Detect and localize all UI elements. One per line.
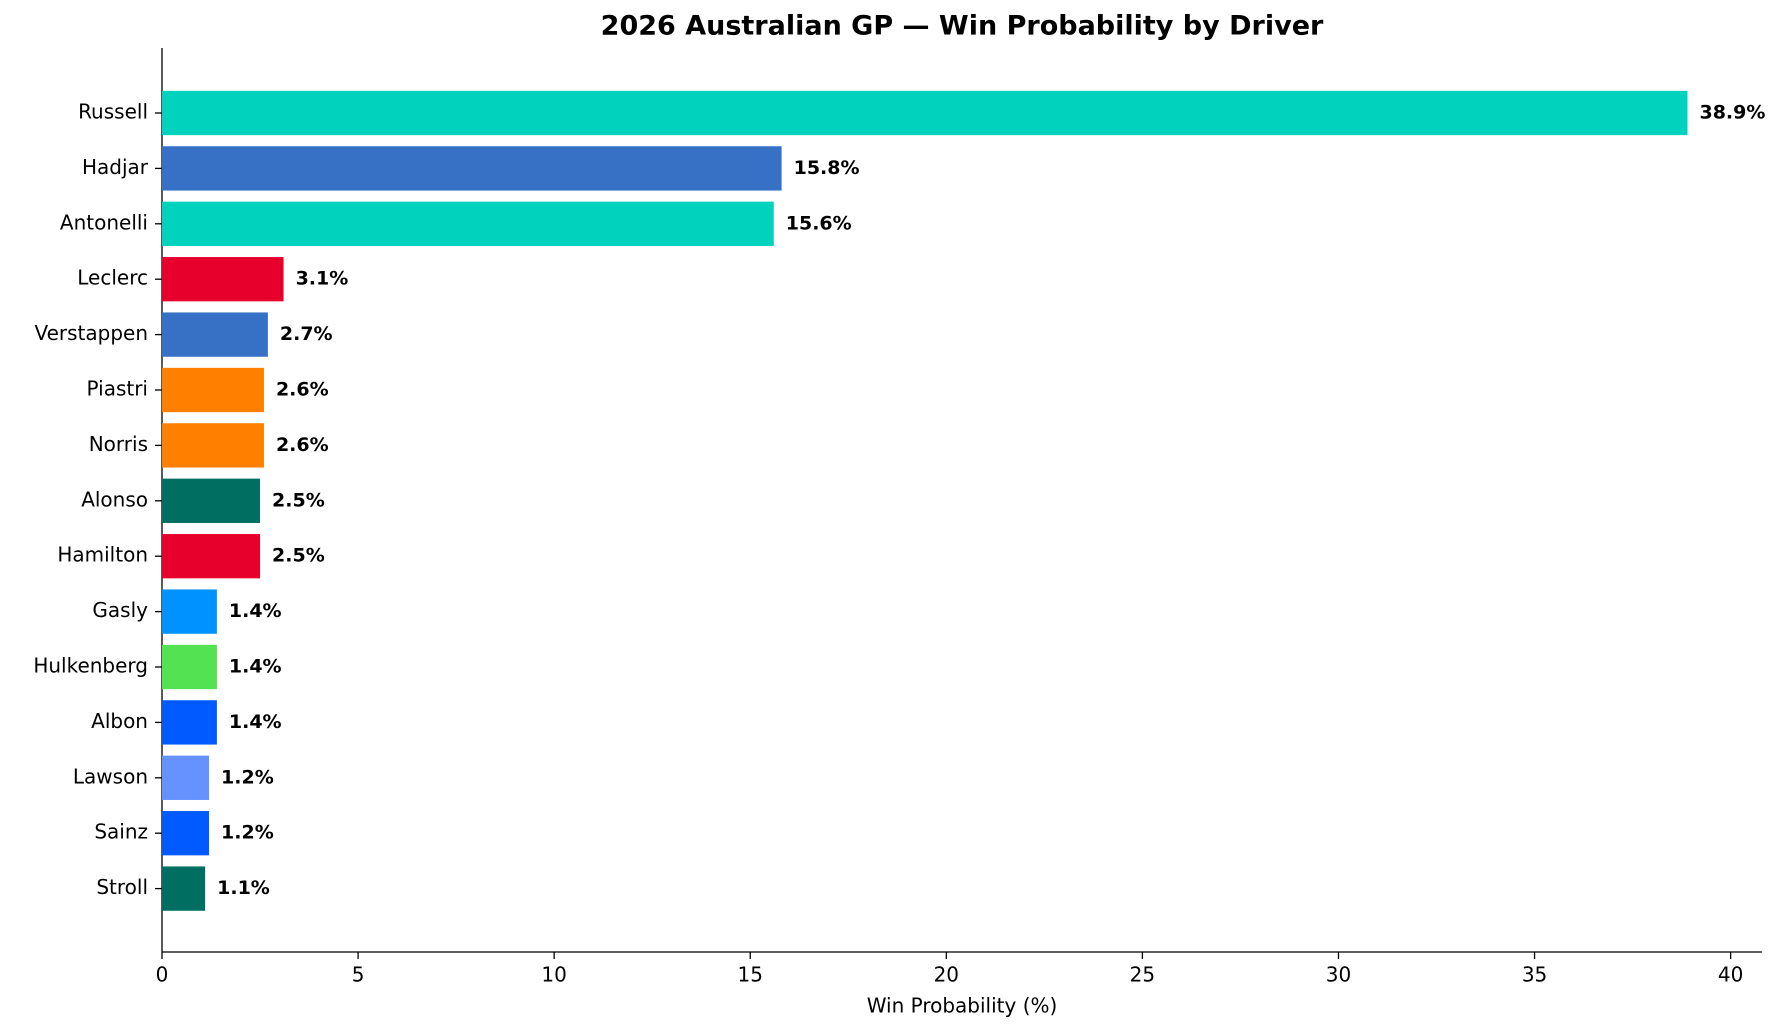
bar [162, 589, 217, 634]
value-label: 15.6% [786, 212, 852, 234]
value-label: 1.4% [229, 600, 282, 622]
x-tick-label: 35 [1522, 963, 1547, 987]
bar [162, 755, 210, 800]
y-tick-label: Verstappen [34, 321, 148, 345]
bar [162, 866, 206, 911]
x-tick-label: 20 [934, 963, 959, 987]
y-tick-label: Leclerc [77, 266, 148, 290]
value-label: 2.6% [276, 379, 329, 401]
x-tick-label: 25 [1130, 963, 1155, 987]
bar [162, 423, 264, 468]
bar [162, 90, 1688, 136]
y-tick-label: Hadjar [82, 155, 149, 179]
chart-title: 2026 Australian GP — Win Probability by … [601, 11, 1324, 42]
y-tick-label: Alonso [81, 487, 148, 511]
y-tick-label: Gasly [92, 598, 148, 622]
y-tick-label: Stroll [96, 875, 148, 899]
bar [162, 367, 264, 413]
value-label: 1.2% [221, 822, 274, 844]
y-tick-label: Albon [91, 709, 148, 733]
value-label: 2.5% [272, 545, 325, 567]
bar [162, 534, 261, 579]
bar [162, 257, 284, 302]
bar [162, 478, 261, 523]
value-label: 2.6% [276, 434, 329, 456]
value-label: 1.1% [217, 877, 270, 899]
bar [162, 201, 774, 246]
value-label: 2.5% [272, 489, 325, 511]
bar [162, 644, 217, 690]
y-tick-label: Antonelli [60, 210, 148, 234]
x-tick-label: 0 [156, 963, 169, 987]
bar [162, 312, 268, 357]
value-label: 1.2% [221, 766, 274, 788]
value-label: 2.7% [280, 323, 333, 345]
x-tick-label: 30 [1326, 963, 1351, 987]
value-label: 38.9% [1699, 102, 1765, 124]
value-label: 1.4% [229, 656, 282, 678]
value-label: 3.1% [296, 268, 349, 290]
x-tick-label: 10 [541, 963, 566, 987]
x-axis-label: Win Probability (%) [867, 994, 1058, 1018]
value-label: 15.8% [794, 157, 860, 179]
y-tick-label: Hulkenberg [33, 654, 148, 678]
value-label: 1.4% [229, 711, 282, 733]
y-tick-label: Sainz [94, 820, 148, 844]
x-tick-label: 40 [1718, 963, 1743, 987]
y-tick-label: Norris [89, 432, 148, 456]
y-tick-label: Piastri [87, 377, 148, 401]
bar [162, 811, 210, 856]
y-tick-label: Lawson [73, 764, 148, 788]
x-tick-label: 15 [738, 963, 763, 987]
bar [162, 700, 217, 745]
bar [162, 146, 782, 191]
y-tick-label: Hamilton [57, 543, 148, 567]
x-tick-label: 5 [352, 963, 365, 987]
y-tick-label: Russell [78, 100, 148, 124]
